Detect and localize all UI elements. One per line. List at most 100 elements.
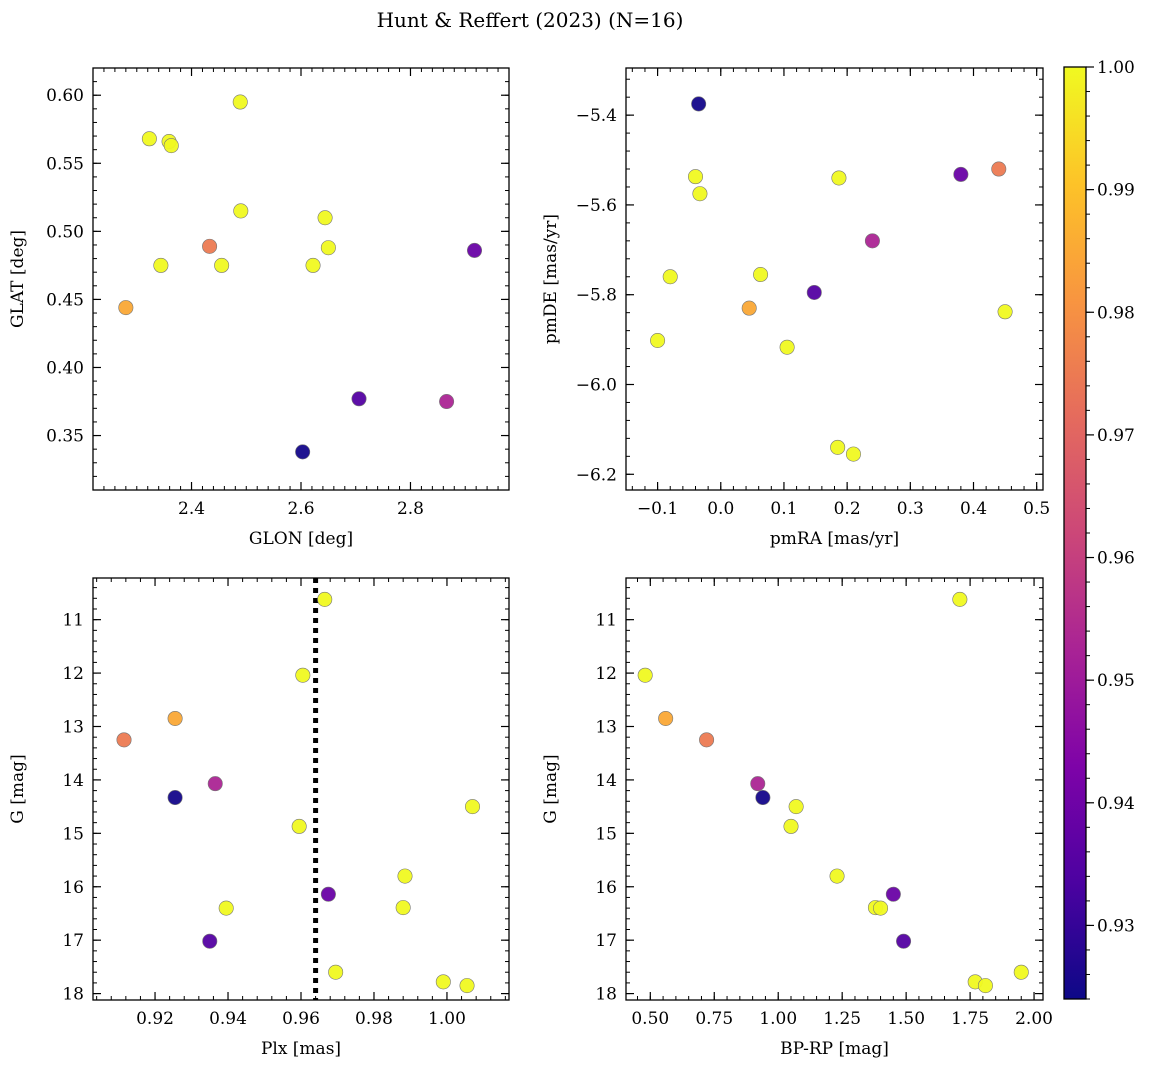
figure-title: Hunt & Reffert (2023) (N=16): [377, 8, 684, 32]
data-point: [896, 933, 912, 949]
colorbar-tick-label: 0.97: [1097, 426, 1135, 446]
x-tick-label: 2.6: [287, 499, 314, 519]
data-point: [637, 667, 653, 683]
panels: 2.4 2.6 2.8 0.35 0.40 0.45 0.50 0.55 0.60 GLON [d…: [8, 67, 1053, 1059]
data-point: [845, 446, 861, 462]
y-tick-label: 11: [595, 611, 617, 631]
y-tick-label: 12: [62, 664, 84, 684]
panel-glon-glat: 2.4 2.6 2.8 0.35 0.40 0.45 0.50 0.55 0.60 GLON [d…: [8, 67, 510, 549]
x-tick-label: 0.75: [695, 1009, 733, 1029]
data-point: [741, 300, 757, 316]
y-tick-label: 13: [595, 718, 617, 738]
y-tick-label: −6.2: [576, 465, 617, 485]
x-tick-label: 1.00: [428, 1009, 466, 1029]
x-axis-label: BP-RP [mag]: [780, 1039, 889, 1059]
y-axis-label: G [mag]: [8, 754, 28, 823]
data-point: [202, 933, 218, 949]
data-point: [317, 591, 333, 607]
data-point: [141, 131, 157, 147]
panel-frame: [625, 67, 1044, 491]
data-point: [953, 166, 969, 182]
data-point: [320, 240, 336, 256]
x-tick-label: 0.5: [1023, 499, 1050, 519]
x-tick-label: 1.00: [759, 1009, 797, 1029]
data-point: [755, 790, 771, 806]
y-tick-label: 0.40: [46, 358, 84, 378]
data-point: [395, 900, 411, 916]
x-tick-label: 0.4: [960, 499, 987, 519]
x-tick-label: 0.3: [897, 499, 924, 519]
x-tick-label: 1.25: [823, 1009, 861, 1029]
panel-pm: −0.1 0.0 0.1 0.2 0.3 0.4 0.5 −6.2 −6.0 −5.8 −5.6 −5…: [541, 67, 1050, 549]
data-point: [163, 138, 179, 154]
y-tick-label: 15: [595, 824, 617, 844]
panel-frame: [92, 67, 510, 491]
x-tick-label: 0.98: [355, 1009, 393, 1029]
colorbar-tick-label: 0.99: [1097, 181, 1135, 201]
y-tick-label: 17: [62, 931, 84, 951]
data-point: [699, 732, 715, 748]
data-point: [320, 886, 336, 902]
data-point: [873, 900, 889, 916]
data-point: [783, 818, 799, 834]
x-tick-label: 0.92: [136, 1009, 174, 1029]
data-point: [467, 242, 483, 258]
data-point: [750, 776, 766, 792]
x-tick-label: −0.1: [637, 499, 678, 519]
x-tick-label: 1.75: [951, 1009, 989, 1029]
data-point: [291, 818, 307, 834]
data-point: [153, 257, 169, 273]
data-point: [435, 974, 451, 990]
data-point: [233, 203, 249, 219]
data-point: [830, 439, 846, 455]
data-point: [207, 776, 223, 792]
data-point: [439, 394, 455, 410]
data-point: [116, 732, 132, 748]
colorbar-tick-label: 0.94: [1097, 794, 1135, 814]
x-axis-label: pmRA [mas/yr]: [770, 529, 899, 549]
data-point: [397, 868, 413, 884]
data-point: [991, 161, 1007, 177]
data-point: [118, 300, 134, 316]
x-axis-label: GLON [deg]: [249, 529, 353, 549]
data-point: [806, 284, 822, 300]
data-point: [1013, 964, 1029, 980]
colorbar-tick-label: 0.93: [1097, 916, 1135, 936]
data-point: [295, 444, 311, 460]
colorbar-gradient: [1064, 67, 1086, 999]
data-point: [202, 238, 218, 254]
x-tick-label: 2.8: [397, 499, 424, 519]
x-tick-label: 0.2: [834, 499, 861, 519]
data-point: [465, 799, 481, 815]
y-tick-label: 14: [595, 771, 617, 791]
y-tick-label: 18: [595, 985, 617, 1005]
data-point: [295, 667, 311, 683]
x-tick-label: 0.50: [631, 1009, 669, 1029]
data-point: [788, 799, 804, 815]
data-point: [650, 333, 666, 349]
data-point: [167, 710, 183, 726]
data-point: [692, 186, 708, 202]
y-tick-label: 16: [595, 878, 617, 898]
y-axis-label: GLAT [deg]: [8, 230, 28, 328]
x-tick-label: 1.50: [887, 1009, 925, 1029]
colorbar: 0.93 0.94 0.95 0.96 0.97 0.98 0.99 1.00: [1063, 58, 1135, 1000]
panel-frame: [92, 577, 510, 1001]
x-tick-label: 0.94: [209, 1009, 247, 1029]
data-point: [459, 978, 475, 994]
y-tick-label: −5.8: [576, 286, 617, 306]
x-tick-label: 0.1: [770, 499, 797, 519]
data-point: [687, 169, 703, 185]
data-point: [305, 257, 321, 273]
y-axis-label: G [mag]: [541, 754, 561, 823]
y-tick-label: −5.6: [576, 196, 617, 216]
data-point: [864, 233, 880, 249]
panel-bprp-g: 0.50 0.75 1.00 1.25 1.50 1.75 2.00 11 12 13 14 15 16…: [541, 577, 1053, 1059]
x-tick-label: 2.00: [1015, 1009, 1053, 1029]
data-point: [885, 886, 901, 902]
data-point: [232, 94, 248, 110]
y-tick-label: −6.0: [576, 376, 617, 396]
x-tick-label: 2.4: [178, 499, 205, 519]
data-point: [952, 591, 968, 607]
